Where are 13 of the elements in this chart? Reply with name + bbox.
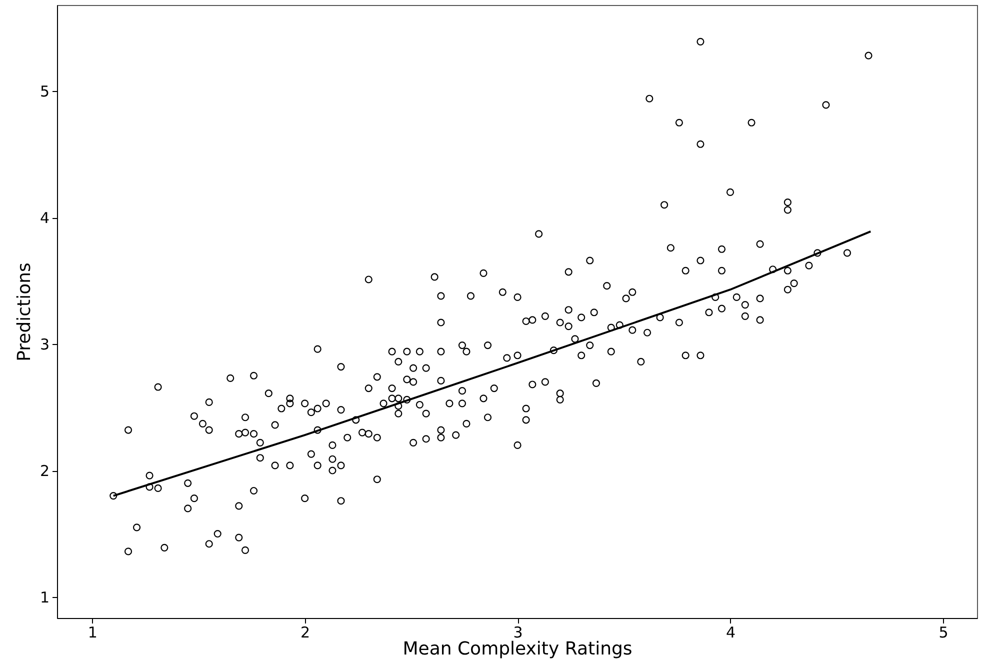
- line-series: [112, 230, 872, 497]
- y-tick-label: 5: [40, 82, 50, 101]
- x-tick-label: 3: [513, 624, 523, 642]
- x-tick-label: 1: [88, 624, 98, 642]
- x-axis-title: Mean Complexity Ratings: [402, 638, 632, 660]
- x-tick-label: 4: [726, 624, 736, 642]
- y-tick-label: 1: [40, 588, 50, 606]
- x-tick-label: 2: [300, 624, 310, 642]
- y-tick-label: 4: [40, 209, 50, 228]
- y-axis-title: Predictions: [14, 262, 35, 362]
- x-tick-label: 5: [938, 624, 948, 642]
- y-tick-label: 2: [40, 462, 50, 480]
- y-tick-label: 3: [40, 336, 50, 354]
